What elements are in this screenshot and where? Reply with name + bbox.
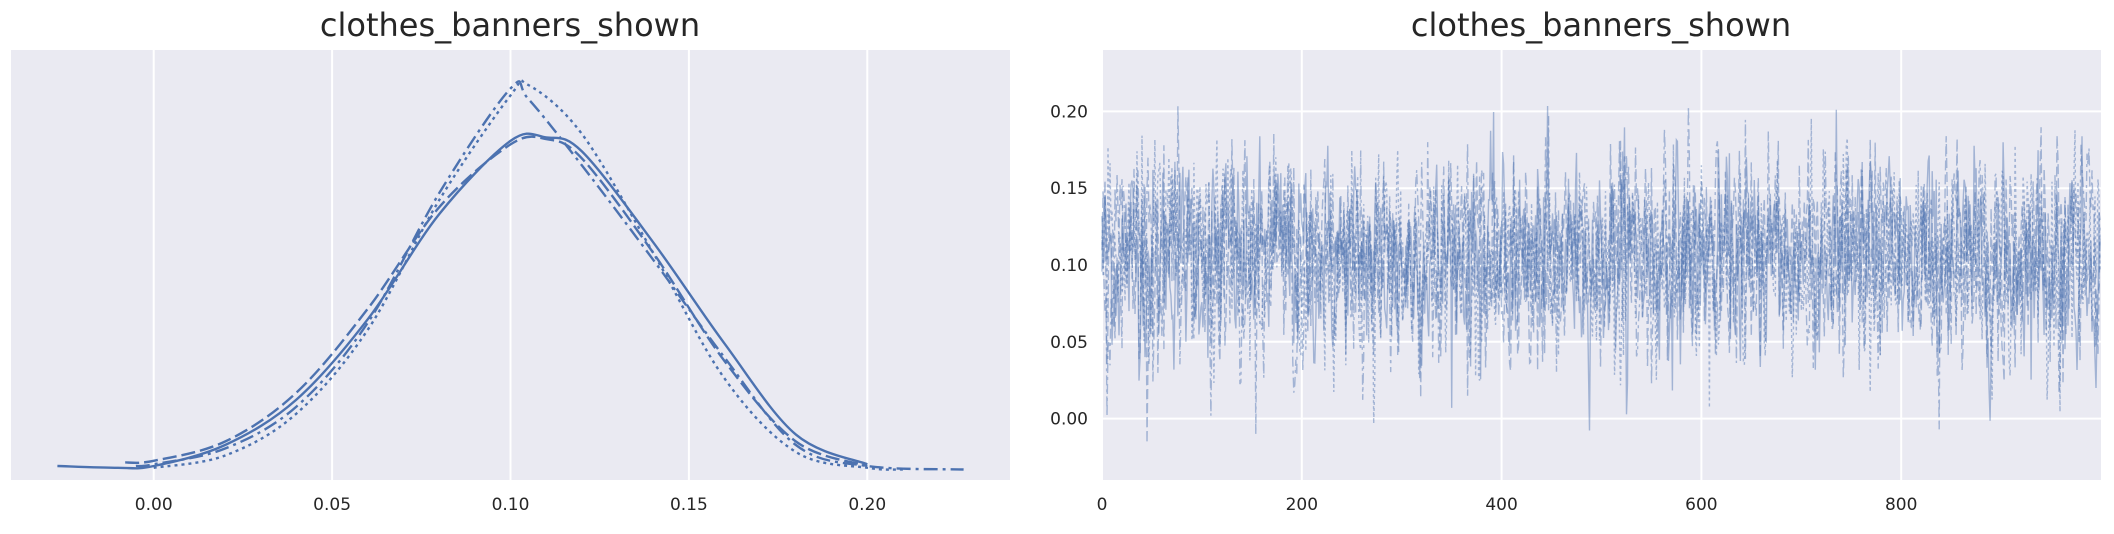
density-x-tick-label: 0.00 — [135, 495, 173, 515]
trace-plot: clothes_banners_shown 0 200 400 600 800 0.00… — [1050, 6, 2101, 515]
trace-y-ticks: 0.00 0.05 0.10 0.15 0.20 — [1050, 102, 1088, 429]
density-x-tick-label: 0.15 — [670, 495, 708, 515]
trace-x-tick-label: 400 — [1485, 495, 1517, 515]
density-series-dashed — [125, 135, 868, 468]
trace-x-ticks: 0 200 400 600 800 — [1097, 495, 1918, 515]
trace-gridlines — [1101, 50, 2101, 480]
trace-x-tick-label: 0 — [1097, 495, 1108, 515]
trace-chain-dashed — [1101, 106, 2101, 444]
trace-x-tick-label: 200 — [1286, 495, 1318, 515]
density-x-tick-label: 0.20 — [848, 495, 886, 515]
trace-x-tick-label: 800 — [1885, 495, 1917, 515]
trace-series-group — [1101, 105, 2101, 444]
density-series-dotted — [153, 79, 904, 471]
trace-chain-dashdot — [1101, 106, 2101, 435]
trace-y-tick-label: 0.00 — [1050, 410, 1088, 430]
trace-plot-title: clothes_banners_shown — [1411, 6, 1791, 44]
density-x-tick-label: 0.05 — [313, 495, 351, 515]
density-gridlines — [152, 50, 869, 480]
trace-y-tick-label: 0.20 — [1050, 102, 1088, 122]
trace-chain-dotted — [1101, 118, 2101, 424]
trace-x-tick-label: 600 — [1685, 495, 1717, 515]
trace-chain-solid — [1101, 105, 2101, 431]
density-series-group — [57, 79, 964, 471]
density-x-ticks: 0.00 0.05 0.10 0.15 0.20 — [135, 495, 886, 515]
density-x-tick-label: 0.10 — [492, 495, 530, 515]
density-series-dashdot — [135, 80, 964, 471]
density-plot: clothes_banners_shown 0.00 0.05 0.10 0.15 0.… — [11, 6, 1010, 515]
trace-y-tick-label: 0.15 — [1050, 179, 1088, 199]
trace-y-tick-label: 0.10 — [1050, 256, 1088, 276]
density-plot-title: clothes_banners_shown — [320, 6, 700, 44]
trace-y-tick-label: 0.05 — [1050, 333, 1088, 353]
